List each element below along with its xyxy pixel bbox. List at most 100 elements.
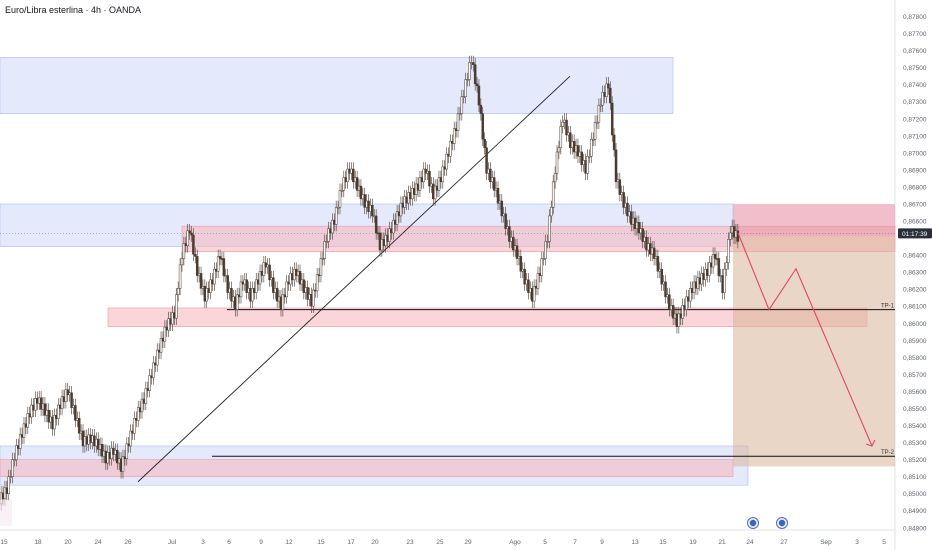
candle-body xyxy=(515,245,519,259)
candle-body xyxy=(508,226,511,242)
zone-low-pink xyxy=(0,459,734,477)
candle-body xyxy=(483,138,486,148)
candle-body xyxy=(152,362,155,379)
x-tick-label: 9 xyxy=(259,539,263,546)
x-tick-label: 21 xyxy=(718,539,726,546)
candle-body xyxy=(199,273,203,289)
x-tick-label: 5 xyxy=(882,539,886,546)
candle-body xyxy=(468,62,471,80)
candle-body xyxy=(26,413,30,428)
candle-body xyxy=(540,258,544,276)
candle-body xyxy=(175,294,178,319)
x-tick-label: 9 xyxy=(600,539,604,546)
candle-body xyxy=(245,279,248,293)
x-tick-label: 20 xyxy=(371,539,379,546)
candle-body xyxy=(641,228,644,242)
projection-path xyxy=(737,232,873,447)
price-tag-bg xyxy=(898,228,932,239)
candle-body xyxy=(479,104,483,114)
x-tick-label: 12 xyxy=(285,539,293,546)
trendline xyxy=(137,75,571,483)
candle-body xyxy=(336,207,340,209)
candle-body xyxy=(610,102,614,136)
candle-body xyxy=(441,166,445,183)
candle-body xyxy=(460,96,464,114)
candle-body xyxy=(22,423,26,438)
candle-body xyxy=(728,232,732,240)
candle-body xyxy=(47,409,50,423)
candle-body xyxy=(319,258,323,276)
y-tick-label: 0,85600 xyxy=(903,389,927,396)
candle-body xyxy=(60,396,64,409)
candle-body xyxy=(285,281,288,298)
candle-body xyxy=(155,349,159,366)
candle-body xyxy=(428,170,431,187)
candle-body xyxy=(685,296,688,310)
candle-body xyxy=(213,268,216,285)
candle-body xyxy=(327,228,330,242)
candle-body xyxy=(475,83,479,87)
candle-body xyxy=(268,264,271,281)
price-tag-text: 01:17:39 xyxy=(902,231,928,238)
candle-body xyxy=(618,179,622,195)
candle-body xyxy=(262,262,266,276)
candle-body xyxy=(275,288,279,302)
candle-body xyxy=(546,241,549,243)
candle-body xyxy=(418,177,422,191)
left-highlight xyxy=(0,500,12,526)
candle-body xyxy=(671,305,675,319)
candle-body xyxy=(561,121,564,127)
candle-body xyxy=(458,113,462,115)
candle-body xyxy=(312,289,315,307)
candle-body xyxy=(70,392,73,408)
candle-body xyxy=(195,256,199,276)
x-tick-label: 29 xyxy=(464,539,472,546)
x-tick-label: 24 xyxy=(94,539,102,546)
candle-body xyxy=(125,443,129,460)
y-tick-label: 0,84800 xyxy=(903,525,927,532)
level-label-tp-1: TP-1 xyxy=(881,304,895,310)
candle-body xyxy=(321,258,325,260)
candle-body xyxy=(176,288,180,295)
candle-body xyxy=(194,254,197,257)
y-tick-label: 0,86300 xyxy=(903,270,927,277)
x-tick-label: 6 xyxy=(227,539,231,546)
candle-body xyxy=(681,305,684,319)
candle-body xyxy=(550,207,553,217)
candle-body xyxy=(637,222,641,234)
candle-body xyxy=(239,281,243,298)
candle-body xyxy=(306,287,309,300)
y-tick-label: 0,85000 xyxy=(903,491,927,498)
candle-body xyxy=(53,415,56,430)
x-tick-label: 25 xyxy=(436,539,444,546)
candle-body xyxy=(121,456,125,472)
candle-body xyxy=(609,87,612,104)
candle-body xyxy=(523,268,526,285)
risk-box xyxy=(733,203,895,237)
candle-body xyxy=(272,277,275,293)
y-tick-label: 0,85500 xyxy=(903,406,927,413)
candle-body xyxy=(374,215,378,234)
candle-body xyxy=(614,149,618,183)
candle-body xyxy=(18,434,22,449)
candle-body xyxy=(595,121,599,124)
candle-body xyxy=(727,239,730,264)
candle-body xyxy=(445,153,448,170)
candle-body xyxy=(588,156,591,158)
candle-body xyxy=(77,418,81,434)
x-tick-label: 3 xyxy=(855,539,859,546)
candle-body xyxy=(599,104,603,107)
x-tick-label: 20 xyxy=(64,539,72,546)
x-tick-label: Ago xyxy=(509,539,521,546)
candle-body xyxy=(473,64,477,85)
candle-body xyxy=(565,119,568,136)
x-tick-label: 15 xyxy=(0,539,8,546)
candle-body xyxy=(325,241,328,243)
candle-body xyxy=(302,279,306,293)
candle-body xyxy=(133,418,136,434)
candle-body xyxy=(612,134,616,151)
candle-body xyxy=(352,168,355,183)
x-tick-label: Sep xyxy=(820,539,832,546)
y-tick-label: 0,86700 xyxy=(903,201,927,208)
